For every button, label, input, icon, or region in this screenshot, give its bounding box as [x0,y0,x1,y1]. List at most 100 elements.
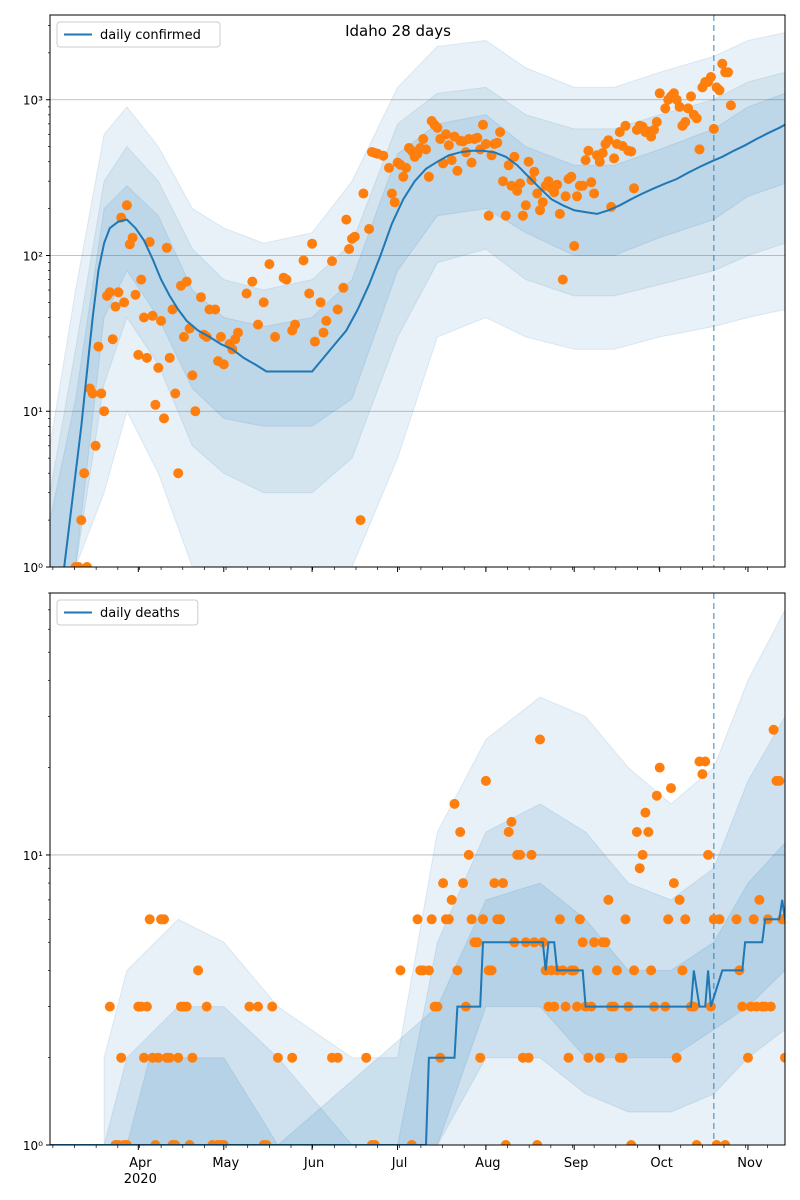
data-point [503,827,514,837]
data-point [113,287,124,298]
data-point [703,849,714,860]
data-point [478,914,488,925]
data-point [492,137,503,148]
data-point [181,276,192,287]
data-point [472,937,483,948]
data-point [452,165,463,176]
data-point [677,965,688,976]
data-point [674,101,685,112]
axes-frame [49,592,786,1146]
data-point [233,327,243,338]
data-point [572,1001,582,1012]
data-point [355,515,366,526]
data-point [592,965,602,976]
data-point [193,965,204,976]
data-point [517,210,528,221]
x-tick-label: May [212,1156,239,1171]
data-point [153,1052,164,1063]
legend-box [56,599,199,626]
data-point [178,331,189,342]
data-point [258,297,269,308]
data-point [119,297,130,308]
data-point [557,274,568,285]
data-point [341,214,352,225]
y-tick-label: 10⁰ [23,1139,43,1153]
data-point [480,139,491,149]
data-point [304,288,315,299]
data-point [720,1140,731,1145]
data-point [737,1001,748,1012]
series-line [63,123,785,567]
data-point [626,1140,637,1145]
data-point [121,200,132,211]
data-point [412,914,423,925]
data-point [651,117,662,127]
data-point [406,1140,417,1145]
data-point [463,849,474,860]
data-point [139,312,149,323]
data-point [654,762,665,773]
data-point [500,210,511,221]
data-point [107,334,118,345]
data-point [754,894,765,905]
data-point [281,274,292,285]
data-point [287,1052,298,1063]
data-point [475,1052,486,1063]
data-point [666,783,676,794]
data-point [483,210,494,221]
data-point [646,965,657,976]
data-point [432,1001,443,1012]
data-point [144,914,155,925]
data-point [150,1140,161,1145]
data-point [90,440,101,451]
data-point [82,562,92,567]
data-point [560,191,571,202]
data-point [617,1052,628,1063]
data-point [127,232,138,243]
data-point [586,177,597,188]
legend-label: daily confirmed [100,28,201,43]
data-point [170,1140,181,1145]
data-point [537,197,548,208]
data-point [150,399,161,410]
data-point [683,103,694,114]
data-point [774,775,785,786]
data-point [421,144,431,155]
data-point [535,734,545,745]
data-point [697,769,708,780]
data-point [634,863,645,874]
data-point [611,965,622,976]
data-point [432,122,443,133]
data-point [714,914,725,925]
data-point [620,914,631,925]
y-tick-label: 10² [23,249,43,263]
data-point [121,1140,132,1145]
data-point [480,775,491,786]
data-point [318,327,329,338]
data-point [731,914,742,925]
data-point [173,1052,184,1063]
data-point [589,188,600,199]
data-point [378,150,389,161]
data-point [418,134,429,144]
x-tick-label: Oct [650,1156,672,1171]
data-point [247,276,258,287]
y-tick-label: 10⁰ [23,561,43,575]
data-point [164,1052,175,1063]
data-point [449,798,460,809]
data-point [364,224,375,234]
data-point [141,1001,152,1012]
data-point [358,188,369,199]
data-point [270,331,281,342]
daily-confirmed-panel: 10⁰ 10¹ 10² 10³ daily confirmed [23,14,786,575]
data-point [446,894,457,905]
data-point [532,188,543,199]
data-point [569,241,580,251]
data-point [629,965,639,976]
data-point [723,67,733,78]
data-point [495,914,506,925]
data-point [515,178,526,189]
data-point [637,849,648,860]
y-tick-label: 10¹ [23,849,43,863]
data-point [466,914,477,925]
